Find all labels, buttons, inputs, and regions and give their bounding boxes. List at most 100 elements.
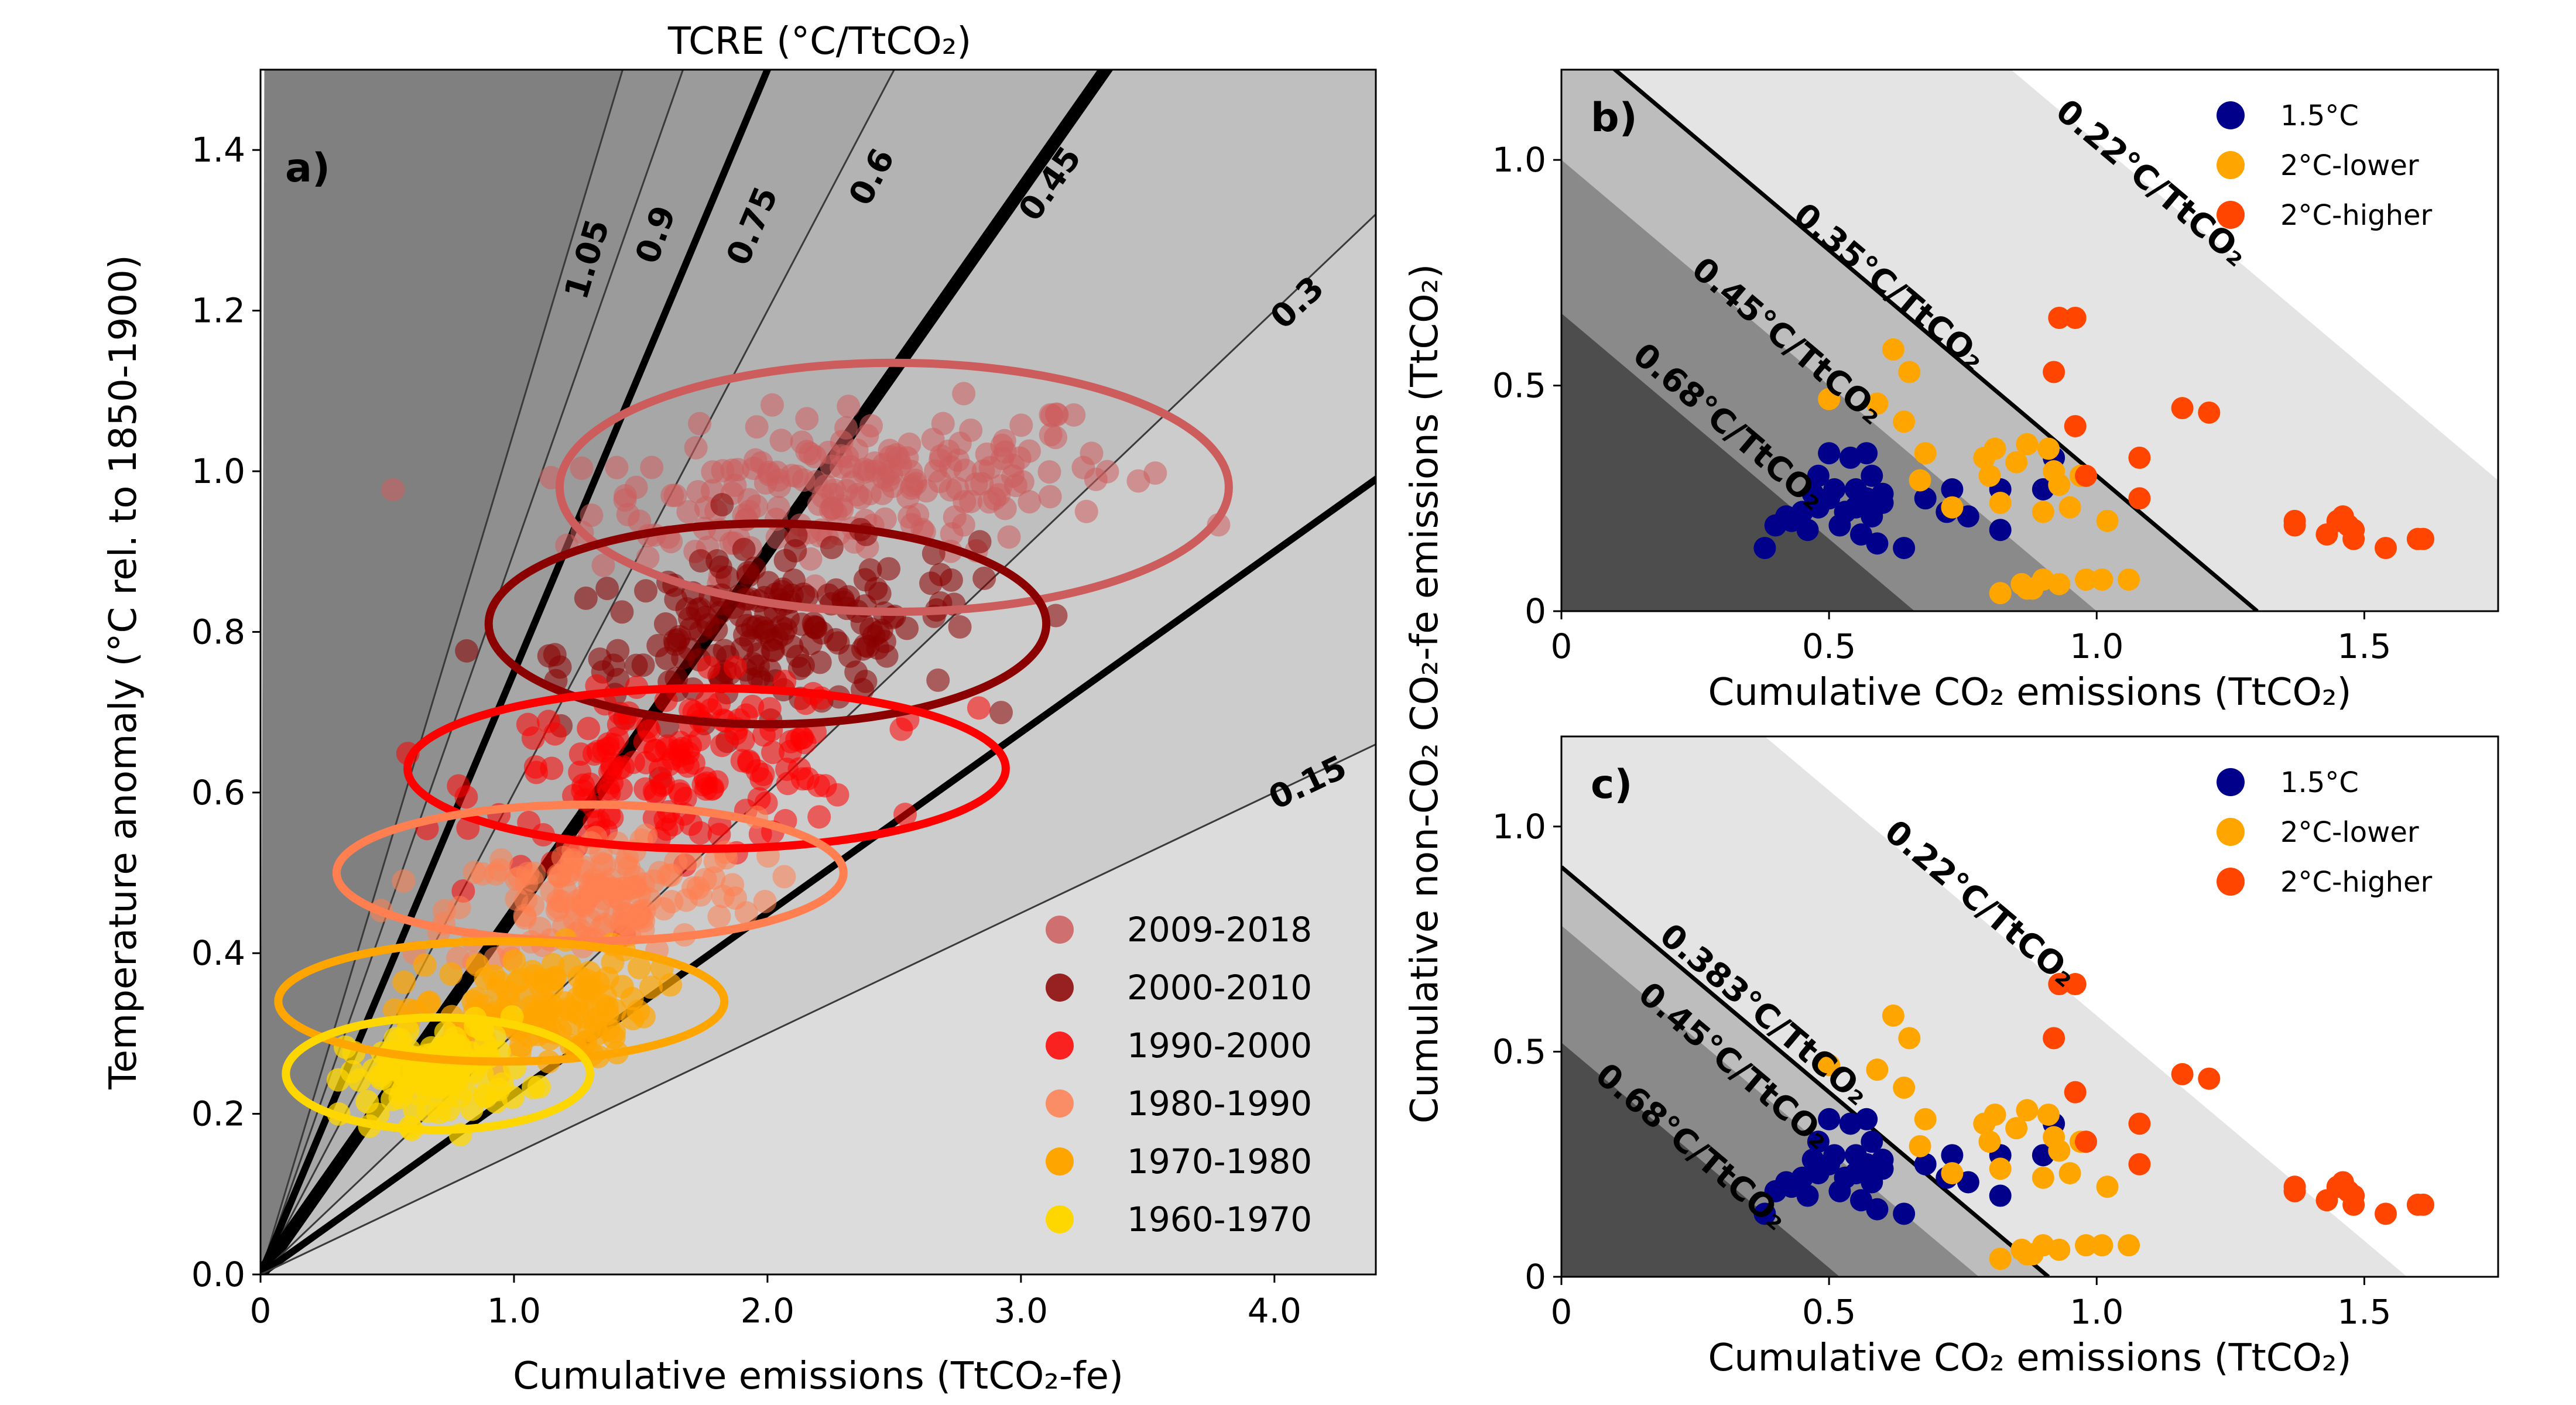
data-point <box>837 395 861 419</box>
data-point <box>530 995 554 1019</box>
data-point <box>953 458 977 482</box>
scenario-point <box>2412 527 2434 550</box>
data-point <box>679 734 703 758</box>
data-point <box>1039 423 1063 447</box>
data-point <box>766 496 790 520</box>
scenario-point <box>1989 1248 2012 1270</box>
legend-marker <box>2217 768 2245 796</box>
data-point <box>448 1084 472 1108</box>
legend-label: 1970-1980 <box>1127 1142 1312 1181</box>
data-point <box>752 723 776 747</box>
data-point <box>864 577 888 601</box>
data-point <box>820 536 844 560</box>
data-point <box>919 571 943 595</box>
legend-marker <box>1046 1205 1074 1233</box>
scenario-point <box>1807 464 1830 487</box>
scenario-point <box>2048 573 2071 595</box>
data-point <box>697 655 721 679</box>
legend-marker <box>2217 201 2245 229</box>
data-point <box>772 865 796 889</box>
data-point <box>392 970 416 994</box>
x-tick-label: 0.5 <box>1802 1292 1856 1332</box>
data-point <box>584 873 608 897</box>
data-point <box>595 577 619 601</box>
data-point <box>667 779 691 803</box>
scenario-point <box>2016 1099 2039 1122</box>
data-point <box>474 967 498 991</box>
scenario-point <box>2128 487 2151 510</box>
ellipse-2000-2010 <box>484 519 1051 729</box>
data-point <box>540 756 564 780</box>
scenario-point <box>2048 1238 2071 1261</box>
data-point <box>921 427 945 451</box>
scenario-point <box>1818 1108 1841 1130</box>
scenario-point <box>2342 1193 2365 1216</box>
scenario-point <box>2128 446 2151 469</box>
ellipse-1990-2000 <box>403 684 1010 853</box>
scenario-point <box>1909 469 1931 492</box>
data-point <box>605 726 629 750</box>
data-point <box>808 650 832 674</box>
scenario-point <box>1893 410 1916 433</box>
data-point <box>877 557 901 581</box>
data-point <box>688 412 712 436</box>
scenario-point <box>2412 1193 2434 1216</box>
data-point <box>795 407 819 431</box>
scenario-point <box>2128 1112 2151 1135</box>
scenario-point <box>1866 1198 1889 1221</box>
scenario-point <box>2075 464 2097 487</box>
data-point <box>543 722 567 746</box>
data-point <box>710 493 734 517</box>
data-point <box>634 823 658 847</box>
legend-label: 2°C-lower <box>2280 149 2419 182</box>
y-tick-label: 0.2 <box>191 1094 245 1134</box>
scenario-point <box>1984 1104 2006 1126</box>
data-point <box>632 1005 656 1029</box>
scenario-point <box>1818 1054 1841 1077</box>
data-point <box>1009 413 1033 437</box>
data-point <box>795 440 819 464</box>
scenario-point <box>2091 568 2113 591</box>
scenario-2°C-lower <box>1818 338 2140 605</box>
legend-marker <box>1046 916 1074 944</box>
data-point <box>1062 403 1086 427</box>
x-tick-label: 1.0 <box>2070 1292 2123 1332</box>
y-tick-label: 0.6 <box>191 773 245 813</box>
data-point <box>598 759 622 783</box>
scenario-point <box>1807 1130 1830 1153</box>
data-point <box>745 415 769 439</box>
data-point <box>940 522 964 546</box>
scenario-point <box>2096 1176 2119 1198</box>
data-point <box>543 965 567 989</box>
scenario-point <box>2198 401 2221 424</box>
data-point <box>590 852 614 876</box>
scenario-point <box>2375 537 2397 560</box>
data-point <box>505 867 529 891</box>
panel-a-frame <box>259 68 1377 1276</box>
scenario-point <box>1941 496 1964 519</box>
data-point <box>1018 490 1042 514</box>
y-tick-label: 1.2 <box>191 291 245 331</box>
scenario-point <box>1978 464 2001 487</box>
data-point <box>563 909 587 933</box>
scenario-point <box>1989 1184 2012 1207</box>
ellipse-1980-1990 <box>332 800 848 945</box>
data-point <box>806 773 830 797</box>
scenario-point <box>2118 568 2140 591</box>
panel-a-plot-area: 1.05 0.9 0.750.6 0.450.30.15 <box>261 70 1376 1274</box>
scenario-point <box>1914 1153 1937 1176</box>
scenario-point <box>2171 397 2194 420</box>
x-tick-label: 4.0 <box>1248 1291 1301 1331</box>
data-point <box>556 863 580 887</box>
y-tick-label: 0.8 <box>191 612 245 652</box>
budget-line <box>1561 865 2050 1277</box>
scenario-point <box>2075 568 2097 591</box>
tcre-line <box>261 475 1376 1274</box>
scenario-point <box>2048 1139 2071 1162</box>
ellipse-2009-2018 <box>555 358 1233 616</box>
data-point <box>831 588 855 612</box>
data-point <box>377 1057 401 1081</box>
scenario-point <box>2091 1234 2113 1257</box>
x-tick-label: 0 <box>250 1291 272 1331</box>
scenario-point <box>1941 1144 1964 1167</box>
